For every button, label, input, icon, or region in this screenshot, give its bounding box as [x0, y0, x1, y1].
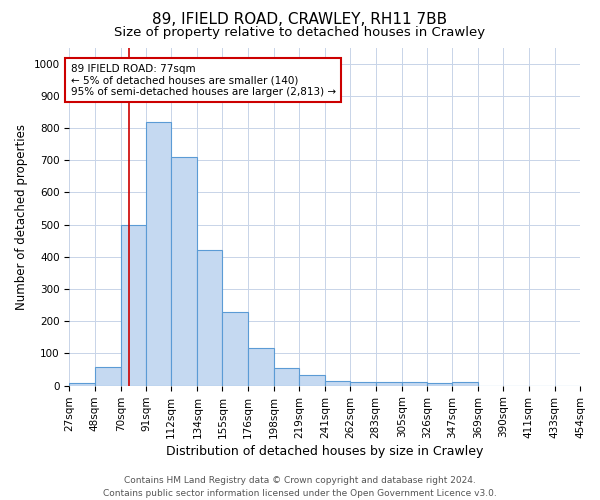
X-axis label: Distribution of detached houses by size in Crawley: Distribution of detached houses by size … [166, 444, 484, 458]
Text: Size of property relative to detached houses in Crawley: Size of property relative to detached ho… [115, 26, 485, 39]
Bar [427, 383, 452, 386]
Bar [223, 312, 248, 386]
Bar [299, 375, 325, 386]
Text: 89, IFIELD ROAD, CRAWLEY, RH11 7BB: 89, IFIELD ROAD, CRAWLEY, RH11 7BB [152, 12, 448, 28]
Bar [146, 122, 171, 386]
Bar [402, 382, 427, 386]
Bar [350, 382, 376, 386]
Bar [197, 250, 223, 386]
Bar [274, 368, 299, 386]
Bar [171, 157, 197, 386]
Text: Contains HM Land Registry data © Crown copyright and database right 2024.
Contai: Contains HM Land Registry data © Crown c… [103, 476, 497, 498]
Bar [376, 382, 402, 386]
Bar [452, 382, 478, 386]
Y-axis label: Number of detached properties: Number of detached properties [15, 124, 28, 310]
Bar [325, 381, 350, 386]
Bar [95, 368, 121, 386]
Bar [70, 383, 95, 386]
Bar [248, 348, 274, 386]
Bar [121, 224, 146, 386]
Text: 89 IFIELD ROAD: 77sqm
← 5% of detached houses are smaller (140)
95% of semi-deta: 89 IFIELD ROAD: 77sqm ← 5% of detached h… [71, 64, 336, 97]
